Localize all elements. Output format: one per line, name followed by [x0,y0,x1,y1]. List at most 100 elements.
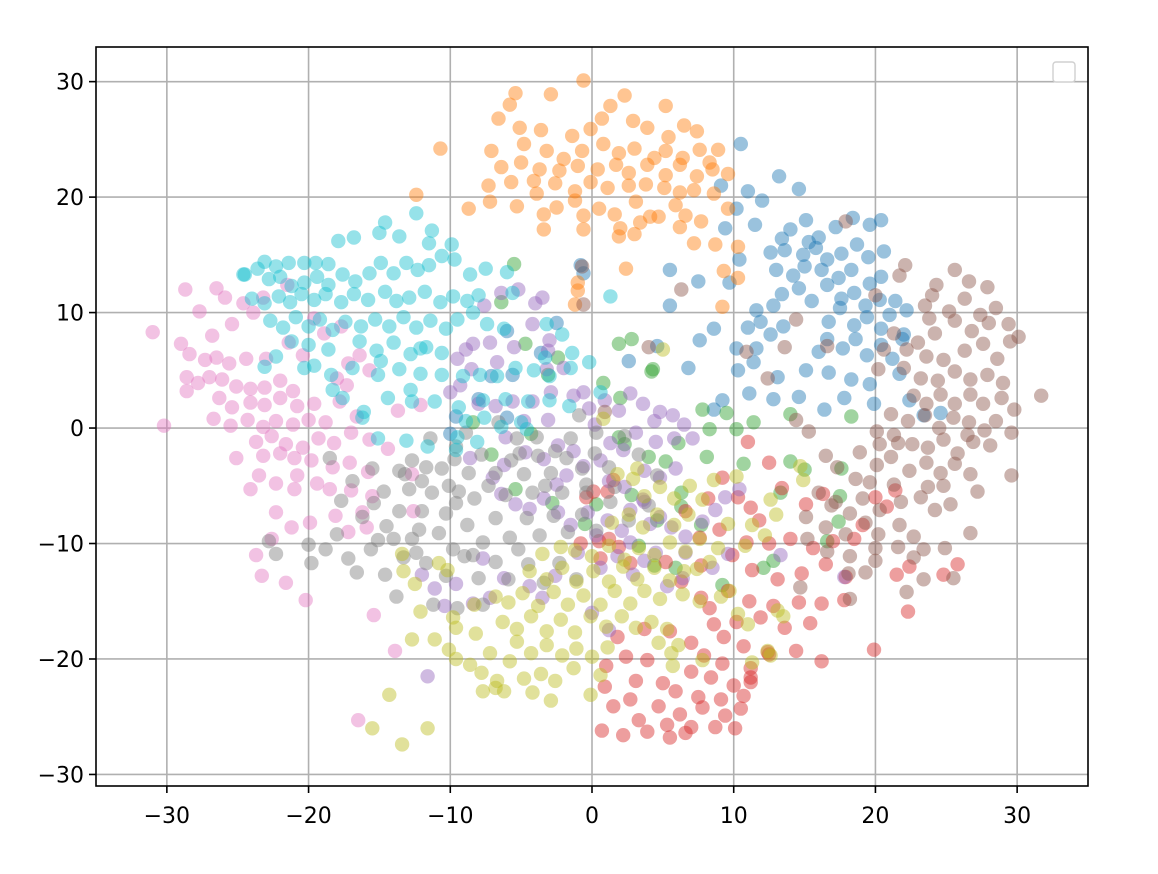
data-point-s9-16 [261,271,277,287]
data-point-s8-78 [682,478,697,493]
data-point-s3-29 [736,639,751,654]
data-point-s4-99 [773,547,788,563]
data-point-s9-40 [334,295,349,310]
data-point-s3-62 [594,723,610,738]
data-point-s8-41 [546,584,561,600]
data-point-s9-127 [268,349,284,364]
data-point-s3-92 [606,472,621,488]
data-point-s6-5 [205,328,220,343]
data-point-s5-108 [824,498,839,513]
data-point-s0-10 [783,222,798,237]
data-point-s7-45 [560,524,576,540]
data-point-s4-98 [720,546,736,562]
data-point-s4-101 [576,385,591,400]
data-point-s0-6 [754,193,770,208]
data-point-s7-53 [521,557,536,572]
data-point-s7-98 [370,532,386,548]
data-point-s7-32 [559,450,574,466]
data-point-s0-63 [885,351,900,366]
data-point-s0-96 [621,353,636,369]
data-point-s4-40 [603,435,618,451]
data-point-s4-89 [414,567,430,582]
data-point-s2-24 [797,462,812,477]
data-point-s0-89 [576,266,591,281]
data-point-s7-42 [519,510,534,526]
data-point-s0-104 [484,368,499,384]
data-point-s8-85 [769,507,784,522]
data-point-s0-20 [808,240,824,256]
data-point-s1-82 [611,229,627,244]
data-point-s5-83 [927,502,943,518]
data-point-s2-19 [746,415,761,430]
data-point-s4-94 [642,516,658,532]
data-point-s5-18 [927,326,943,341]
y-tick-label-1: −20 [38,648,84,673]
data-point-s7-37 [445,542,461,557]
data-point-s0-21 [820,252,835,267]
data-point-s2-10 [645,362,661,377]
data-point-s3-60 [606,699,621,714]
data-point-s3-32 [814,654,829,669]
data-point-s5-85 [798,509,814,525]
data-point-s0-31 [844,262,859,278]
data-point-s6-8 [246,305,261,320]
data-point-s3-65 [640,652,655,668]
data-point-s0-86 [691,274,706,289]
data-point-s4-8 [525,316,540,332]
data-point-s5-7 [980,280,995,295]
data-point-s7-79 [426,597,441,612]
data-point-s9-94 [451,400,466,415]
data-point-s2-28 [820,534,835,549]
data-point-s2-49 [465,415,481,430]
data-point-s4-100 [837,569,852,585]
data-point-s9-106 [355,410,370,425]
data-point-s4-108 [623,535,638,550]
data-point-s2-48 [589,497,604,512]
data-point-s0-44 [821,314,836,329]
data-point-s7-90 [621,513,636,528]
data-point-s6-57 [342,455,357,470]
data-point-s4-61 [652,509,668,525]
data-point-s2-36 [631,538,646,553]
data-point-s6-96 [413,397,428,413]
data-point-s5-94 [820,544,835,559]
data-point-s7-66 [529,430,544,445]
data-point-s4-90 [475,551,491,566]
data-point-s4-37 [648,434,663,450]
data-point-s9-98 [542,393,557,408]
data-point-s5-47 [946,410,961,425]
data-point-s9-45 [402,290,417,305]
data-point-s0-66 [746,355,761,370]
data-point-s4-43 [566,443,581,459]
data-point-s3-2 [774,480,790,496]
data-point-s7-78 [389,589,404,604]
data-point-s3-36 [760,644,775,660]
data-point-s8-129 [625,471,641,487]
data-point-s3-102 [855,517,870,533]
data-point-s3-20 [791,595,807,610]
data-point-s3-14 [794,566,809,581]
data-point-s6-86 [339,378,354,393]
data-point-s2-23 [783,454,798,469]
data-point-s3-98 [900,604,916,619]
data-point-s9-15 [250,261,265,276]
data-point-s9-23 [348,274,363,289]
data-point-s1-24 [611,146,627,161]
data-point-s9-102 [494,419,509,435]
data-point-s6-7 [236,296,251,311]
data-point-s8-14 [516,671,532,686]
data-point-s9-78 [392,362,407,377]
data-point-s7-97 [365,461,380,476]
data-point-s7-60 [467,491,482,506]
data-point-s6-35 [206,411,221,426]
data-point-s8-84 [763,492,778,507]
data-point-s7-51 [488,554,503,570]
data-point-s3-18 [742,594,757,609]
data-point-s6-66 [243,482,258,497]
data-point-s9-104 [450,430,465,445]
data-point-s8-76 [652,479,668,495]
data-point-s6-27 [179,383,194,399]
data-point-s8-110 [566,661,581,676]
data-point-s8-56 [630,572,645,587]
data-point-s2-20 [699,449,714,465]
